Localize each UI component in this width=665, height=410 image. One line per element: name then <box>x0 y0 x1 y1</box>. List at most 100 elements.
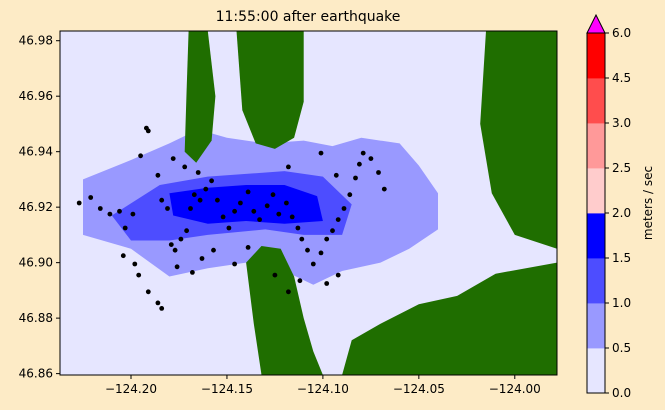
gauge-point <box>297 278 303 284</box>
colorbar-label: meters / sec <box>641 166 655 240</box>
gauge-point <box>276 211 282 217</box>
colorbar-segment <box>587 33 605 79</box>
gauge-point <box>159 197 165 203</box>
gauge-point <box>286 164 291 170</box>
gauge-point <box>333 172 339 178</box>
y-tick-label: 46.88 <box>19 311 53 325</box>
plot-frame <box>59 30 558 376</box>
gauge-point <box>335 272 341 278</box>
colorbar-segment <box>587 213 605 259</box>
x-tick-label: −124.20 <box>105 382 157 396</box>
land-northeast-shore <box>480 31 557 249</box>
gauge-point <box>182 164 188 170</box>
x-tick-label: −124.05 <box>393 382 445 396</box>
gauge-point <box>132 261 138 267</box>
x-axis: −124.20 −124.15 −124.10 −124.05 −124.00 <box>105 375 541 396</box>
colorbar-tick-label: 4.5 <box>612 71 631 85</box>
gauge-point <box>211 247 216 253</box>
x-tick-label: −124.10 <box>297 382 349 396</box>
y-tick-label: 46.98 <box>19 34 53 48</box>
land-north-spit <box>184 31 216 163</box>
gauge-point <box>120 253 126 259</box>
gauge-point <box>284 200 289 206</box>
y-tick-label: 46.90 <box>19 256 53 270</box>
gauge-point <box>360 150 366 156</box>
colorbar-tick-label: 2.5 <box>612 161 631 175</box>
gauge-point <box>184 228 190 234</box>
gauge-point <box>145 289 151 295</box>
colorbar-tick-label: 0.5 <box>612 341 631 355</box>
chart-title: 11:55:00 after earthquake <box>216 9 401 25</box>
gauge-point <box>191 192 197 198</box>
y-tick-label: 46.92 <box>19 200 53 214</box>
gauge-point <box>295 225 301 231</box>
gauge-point <box>197 197 203 203</box>
gauge-point <box>245 189 251 195</box>
gauge-point <box>178 236 184 242</box>
y-tick-label: 46.86 <box>19 367 53 381</box>
gauge-point <box>190 270 195 275</box>
gauge-point <box>130 211 136 217</box>
gauge-point <box>330 228 335 234</box>
gauge-point <box>107 211 113 217</box>
plot-area <box>59 30 558 376</box>
gauge-point <box>203 186 209 192</box>
gauge-point <box>97 206 103 211</box>
gauge-point <box>238 200 243 206</box>
colorbar-tick-label: 0.0 <box>612 386 631 400</box>
gauge-point <box>357 161 362 167</box>
colorbar: 0.0 0.5 1.0 1.5 2.0 2.5 3.0 4.5 6.0 <box>586 13 631 400</box>
land-south-peninsula <box>246 246 323 375</box>
colorbar-extend-arrow <box>586 13 606 34</box>
gauge-point <box>220 214 226 220</box>
gauge-point <box>299 236 305 242</box>
gauge-point <box>174 264 180 270</box>
gauge-point <box>376 170 381 175</box>
colorbar-segment <box>587 168 605 214</box>
gauge-point <box>76 200 82 206</box>
gauge-point <box>209 178 215 184</box>
colorbar-tick-label: 3.0 <box>612 116 631 130</box>
colorbar-tick-label: 1.5 <box>612 251 631 265</box>
colorbar-segment <box>587 258 605 304</box>
gauge-point <box>251 208 257 214</box>
colorbar-tick-label: 6.0 <box>612 26 631 40</box>
gauge-point <box>310 261 316 267</box>
gauge-point <box>138 153 144 159</box>
gauge-point <box>324 236 330 242</box>
gauge-point <box>335 217 341 223</box>
gauge-point <box>381 186 387 192</box>
gauge-point <box>289 214 295 220</box>
gauge-point <box>165 206 170 211</box>
gauge-point <box>368 156 374 162</box>
gauge-point <box>257 217 262 223</box>
gauge-point <box>199 256 205 261</box>
gauge-layer <box>76 125 387 311</box>
gauge-point <box>122 225 128 231</box>
gauge-point <box>136 272 142 278</box>
colorbar-tick-label: 2.0 <box>612 206 631 220</box>
land-layer <box>184 31 557 375</box>
gauge-point <box>172 247 178 253</box>
gauge-point <box>170 156 176 162</box>
gauge-point <box>215 197 220 203</box>
x-tick-label: −124.00 <box>489 382 541 396</box>
gauge-point <box>144 125 149 131</box>
gauge-point <box>159 306 165 311</box>
y-tick-label: 46.96 <box>19 89 53 103</box>
gauge-point <box>318 150 324 156</box>
gauge-point <box>117 208 122 214</box>
land-southeast-shore <box>342 262 557 375</box>
colorbar-segment <box>587 348 605 394</box>
y-axis: 46.86 46.88 46.90 46.92 46.94 46.96 46.98 <box>19 34 60 381</box>
gauge-point <box>264 203 270 209</box>
colorbar-segment <box>587 78 605 124</box>
gauge-point <box>305 247 310 253</box>
gauge-point <box>347 192 353 198</box>
gauge-point <box>324 281 330 286</box>
y-tick-label: 46.94 <box>19 145 53 159</box>
land-north-shore <box>236 31 304 149</box>
colorbar-segment <box>587 123 605 169</box>
gauge-point <box>318 250 324 256</box>
